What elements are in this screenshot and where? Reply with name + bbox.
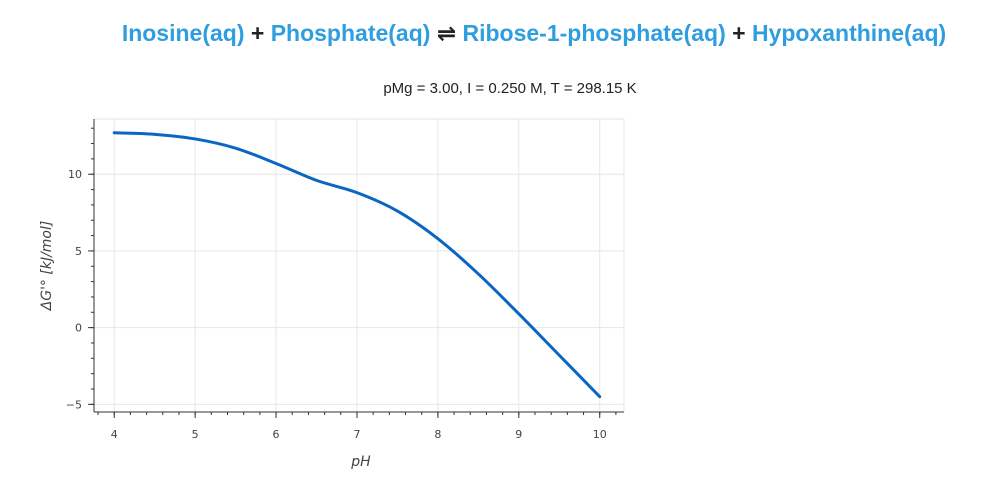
- y-axis-title: ΔG'° [kJ/mol]: [39, 221, 55, 312]
- x-tick-label: 7: [353, 428, 360, 441]
- x-tick-label: 10: [593, 428, 607, 441]
- x-tick-label: 9: [515, 428, 522, 441]
- chart-title: pMg = 3.00, I = 0.250 M, T = 298.15 K: [383, 80, 637, 97]
- grid-lines: [94, 118, 625, 412]
- y-tick-label: −5: [66, 398, 82, 411]
- x-tick-label: 4: [111, 428, 118, 441]
- plus-sign: +: [250, 20, 265, 46]
- x-tick-label: 8: [434, 428, 441, 441]
- y-tick-label: 5: [75, 245, 82, 258]
- reaction-equation: Inosine(aq) + Phosphate(aq) ⇌ Ribose-1-p…: [0, 20, 993, 47]
- series-layer: [112, 131, 602, 399]
- x-axis-title: pH: [350, 454, 371, 470]
- series-line: [112, 131, 602, 399]
- y-tick-label: 0: [75, 322, 82, 335]
- compound-link-inosine[interactable]: Inosine(aq): [121, 20, 245, 46]
- x-tick-label: 5: [192, 428, 199, 441]
- axes: [93, 119, 624, 413]
- plus-sign: +: [732, 20, 746, 46]
- axis-ticks: 4 5 6 7 8 9 10 −5 0 5 10: [66, 127, 617, 441]
- y-tick-label: 10: [68, 168, 82, 181]
- x-tick-label: 6: [273, 428, 280, 441]
- equilibrium-arrow: ⇌: [436, 20, 457, 46]
- compound-link-hypoxanthine[interactable]: Hypoxanthine(aq): [751, 20, 947, 46]
- compound-link-ribose-1-phosphate[interactable]: Ribose-1-phosphate(aq): [462, 20, 726, 46]
- compound-link-phosphate[interactable]: Phosphate(aq): [270, 20, 431, 46]
